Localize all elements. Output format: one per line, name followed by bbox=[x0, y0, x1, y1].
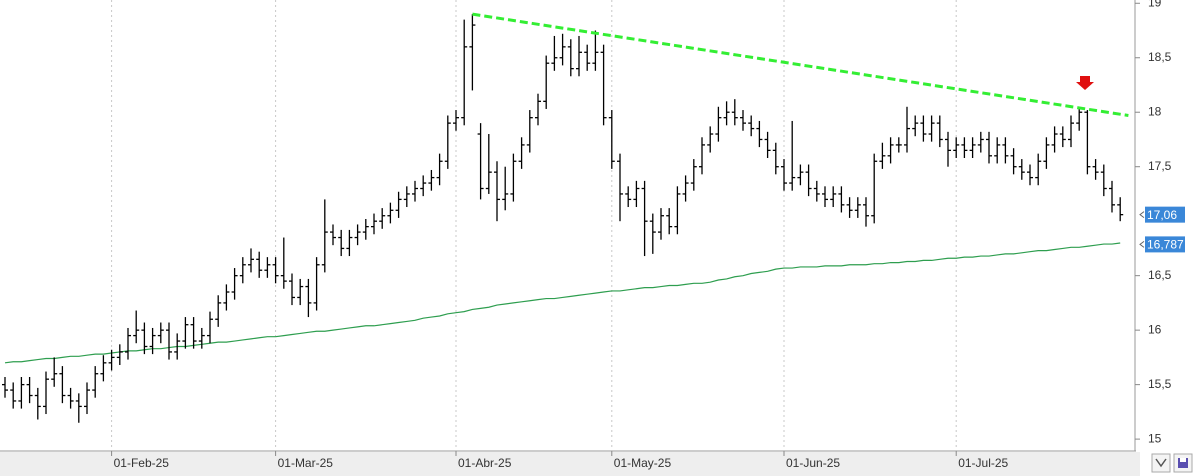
x-tick-label: 01-Mar-25 bbox=[278, 456, 334, 470]
y-tick-label: 16 bbox=[1148, 322, 1162, 336]
y-tick-label: 19 bbox=[1148, 0, 1162, 9]
x-tick-label: 01-Abr-25 bbox=[458, 456, 512, 470]
y-tick-label: 15 bbox=[1148, 431, 1162, 445]
y-tick-label: 18 bbox=[1148, 104, 1162, 118]
last-label-pointer bbox=[1139, 211, 1145, 219]
x-axis-strip bbox=[0, 452, 1140, 476]
x-tick-label: 01-Feb-25 bbox=[114, 456, 170, 470]
last-label-pointer bbox=[1139, 240, 1145, 248]
y-tick-label: 16,5 bbox=[1148, 268, 1172, 282]
last-label-box bbox=[1145, 236, 1185, 253]
y-tick-label: 17,5 bbox=[1148, 159, 1172, 173]
last-label: 17,06 bbox=[1147, 208, 1177, 222]
toolbar bbox=[1151, 453, 1193, 473]
x-tick-label: 01-May-25 bbox=[614, 456, 672, 470]
last-label-box bbox=[1145, 206, 1185, 223]
scroll-button[interactable] bbox=[1151, 453, 1171, 473]
x-tick-label: 01-Jun-25 bbox=[786, 456, 840, 470]
trendline bbox=[472, 12, 1129, 117]
signal-arrow bbox=[1076, 76, 1094, 90]
y-tick-label: 15,5 bbox=[1148, 377, 1172, 391]
save-icon-label bbox=[1180, 458, 1186, 462]
y-tick-label: 18,5 bbox=[1148, 50, 1172, 64]
moving-average bbox=[4, 242, 1121, 364]
save-icon bbox=[1178, 458, 1188, 468]
x-tick-label: 01-Jul-25 bbox=[958, 456, 1008, 470]
last-label: 16,787 bbox=[1147, 238, 1184, 252]
scroll-icon bbox=[1155, 458, 1167, 468]
